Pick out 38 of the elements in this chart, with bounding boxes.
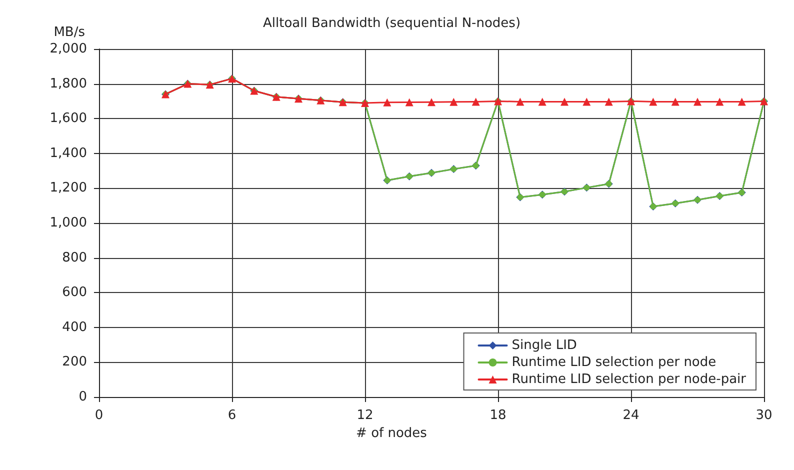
x-tick-label: 12 [356, 408, 374, 423]
y-tick-label: 1,800 [50, 76, 87, 92]
point [582, 98, 591, 106]
point [472, 98, 480, 106]
x-tick-label: 18 [490, 408, 506, 423]
y-tick-label: 600 [62, 285, 87, 300]
legend-label: Single LID [512, 338, 577, 353]
x-tick-label: 0 [94, 408, 104, 423]
y-tick-label: 1,600 [50, 111, 87, 126]
y-tick-label: 1,000 [50, 216, 87, 230]
y-tick-label: 1,400 [50, 146, 87, 161]
point [671, 98, 680, 106]
point [604, 98, 613, 106]
point [405, 98, 414, 106]
point [649, 98, 658, 106]
point [738, 98, 746, 106]
x-tick-label: 24 [622, 408, 640, 423]
y-tick-label: 200 [62, 354, 87, 370]
x-axis-title: # of nodes [356, 426, 428, 441]
legend-label: Runtime LID selection per node [512, 355, 716, 370]
point [428, 98, 436, 106]
y-tick-label: 0 [78, 390, 87, 404]
y-tick-label: 400 [62, 320, 87, 335]
y-tick-label: 2,000 [50, 42, 87, 56]
y-axis-title: MB/s [54, 25, 86, 40]
point [450, 98, 458, 106]
point [716, 98, 724, 106]
y-tick-label: 800 [62, 250, 87, 266]
x-tick-label: 6 [228, 408, 236, 423]
x-tick-label: 30 [756, 408, 772, 423]
point [560, 98, 568, 106]
point [694, 98, 702, 106]
y-tick-label: 1,200 [50, 180, 87, 196]
point [538, 98, 546, 106]
point [383, 98, 392, 106]
chart-title: Alltoall Bandwidth (sequential N-nodes) [263, 16, 521, 31]
point [516, 98, 524, 106]
legend-label: Runtime LID selection per node-pair [512, 372, 747, 387]
